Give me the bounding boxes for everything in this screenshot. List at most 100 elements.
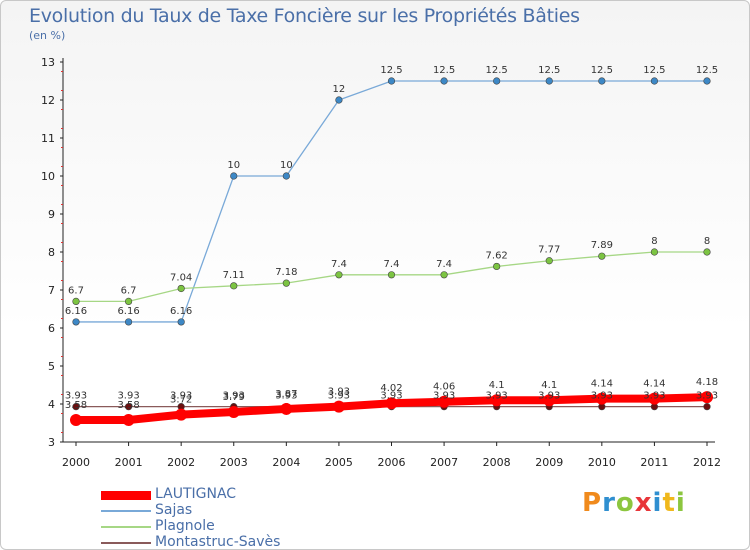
data-point-montastruc-sav-s (124, 403, 133, 411)
data-point-lautignac (701, 391, 713, 404)
x-tick-label: 2003 (220, 456, 248, 469)
data-point-sajas (177, 318, 185, 326)
data-label-plagnole: 7.89 (591, 240, 613, 251)
data-label-montastruc-sav-s: 3.93 (328, 391, 350, 402)
y-tick-label: 9 (48, 208, 55, 221)
data-label-montastruc-sav-s: 3.93 (591, 391, 613, 402)
y-tick-label: 12 (41, 94, 55, 107)
data-point-lautignac (438, 395, 451, 408)
data-label-plagnole: 8 (651, 236, 657, 247)
data-point-montastruc-sav-s (72, 403, 80, 411)
data-label-sajas: 12.5 (433, 65, 455, 76)
legend-swatch-montastruc (101, 542, 151, 544)
data-point-sajas (545, 77, 553, 85)
data-point-sajas (440, 77, 448, 85)
legend-label-lautignac: LAUTIGNAC (155, 486, 237, 502)
data-point-plagnole (703, 248, 711, 256)
data-label-plagnole: 7.18 (275, 267, 297, 278)
y-tick-label: 7 (48, 284, 55, 297)
logo-letter: i (652, 488, 663, 518)
data-label-sajas: 12.5 (538, 65, 560, 76)
logo-letter: P (582, 488, 603, 518)
data-label-montastruc-sav-s: 3.93 (696, 391, 718, 402)
data-point-lautignac (385, 397, 398, 410)
data-label-sajas: 12.5 (591, 65, 613, 76)
data-point-sajas (650, 77, 659, 85)
data-point-lautignac (648, 392, 661, 405)
data-label-lautignac: 4.02 (380, 383, 402, 394)
x-tick-label: 2012 (693, 456, 721, 469)
data-label-montastruc-sav-s: 3.93 (275, 391, 297, 402)
data-point-sajas (598, 77, 606, 85)
data-label-sajas: 12.5 (486, 65, 508, 76)
data-label-lautignac: 4.14 (643, 379, 665, 390)
y-tick-label: 3 (48, 436, 55, 449)
data-label-sajas: 10 (227, 160, 240, 171)
data-point-plagnole (545, 257, 553, 265)
data-label-lautignac: 3.79 (223, 392, 245, 403)
data-label-plagnole: 6.7 (121, 285, 137, 296)
data-point-lautignac (543, 394, 556, 407)
x-tick-label: 2010 (588, 456, 616, 469)
data-point-montastruc-sav-s (703, 403, 711, 411)
data-label-plagnole: 7.62 (486, 250, 508, 261)
data-label-plagnole: 7.4 (331, 259, 347, 270)
data-point-plagnole (650, 248, 659, 256)
data-label-lautignac: 3.93 (328, 387, 350, 398)
data-point-plagnole (124, 297, 133, 306)
data-label-montastruc-sav-s: 3.93 (117, 391, 139, 402)
data-point-plagnole (387, 271, 396, 279)
data-label-lautignac: 4.1 (489, 380, 505, 391)
data-point-plagnole (177, 284, 185, 293)
chart-title: Evolution du Taux de Taxe Foncière sur l… (29, 5, 580, 27)
y-tick-label: 4 (48, 398, 55, 411)
data-point-lautignac (227, 405, 240, 418)
series-line-sajas (75, 80, 708, 323)
x-tick-label: 2004 (272, 456, 300, 469)
data-label-plagnole: 7.4 (436, 259, 452, 270)
x-tick-label: 2009 (535, 456, 563, 469)
data-point-sajas (493, 77, 501, 85)
data-point-sajas (72, 318, 80, 326)
y-tick-label: 8 (48, 246, 55, 259)
y-tick-label: 5 (48, 360, 55, 373)
data-point-lautignac (175, 408, 188, 421)
logo-letter: r (602, 488, 616, 518)
data-label-montastruc-sav-s: 3.93 (433, 391, 455, 402)
data-label-sajas: 12.5 (643, 65, 665, 76)
data-point-plagnole (493, 262, 501, 271)
logo-letter: x (634, 488, 653, 518)
y-tick-label: 6 (48, 322, 55, 335)
data-point-plagnole (282, 279, 290, 287)
logo-letter: o (615, 488, 635, 518)
legend-swatch-sajas (101, 510, 151, 512)
data-point-sajas (703, 77, 711, 85)
data-point-sajas (230, 172, 238, 180)
data-point-sajas (282, 172, 290, 180)
data-point-lautignac (490, 394, 503, 407)
data-label-sajas: 6.16 (117, 306, 139, 317)
chart-subtitle: (en %) (29, 29, 66, 42)
logo-letter: t (662, 488, 676, 518)
data-label-sajas: 6.16 (65, 306, 87, 317)
y-tick-label: 10 (41, 170, 55, 183)
x-tick-label: 2008 (483, 456, 511, 469)
proxiti-logo: Proxiti (582, 488, 686, 518)
y-tick-label: 11 (41, 132, 55, 145)
data-label-sajas: 12 (333, 84, 346, 95)
data-point-lautignac (70, 413, 82, 426)
data-label-sajas: 6.16 (170, 306, 192, 317)
legend-label-sajas: Sajas (155, 502, 193, 518)
data-point-plagnole (335, 271, 343, 279)
x-tick-label: 2000 (62, 456, 90, 469)
data-point-lautignac (280, 402, 293, 415)
data-point-plagnole (230, 282, 238, 290)
data-point-sajas (124, 318, 133, 326)
data-label-montastruc-sav-s: 3.93 (380, 391, 402, 402)
data-point-plagnole (72, 297, 80, 306)
data-label-plagnole: 7.11 (223, 270, 245, 281)
legend-label-plagnole: Plagnole (155, 518, 215, 534)
data-label-sajas: 12.5 (696, 65, 718, 76)
data-point-plagnole (598, 252, 606, 260)
logo-letter: i (675, 488, 686, 518)
